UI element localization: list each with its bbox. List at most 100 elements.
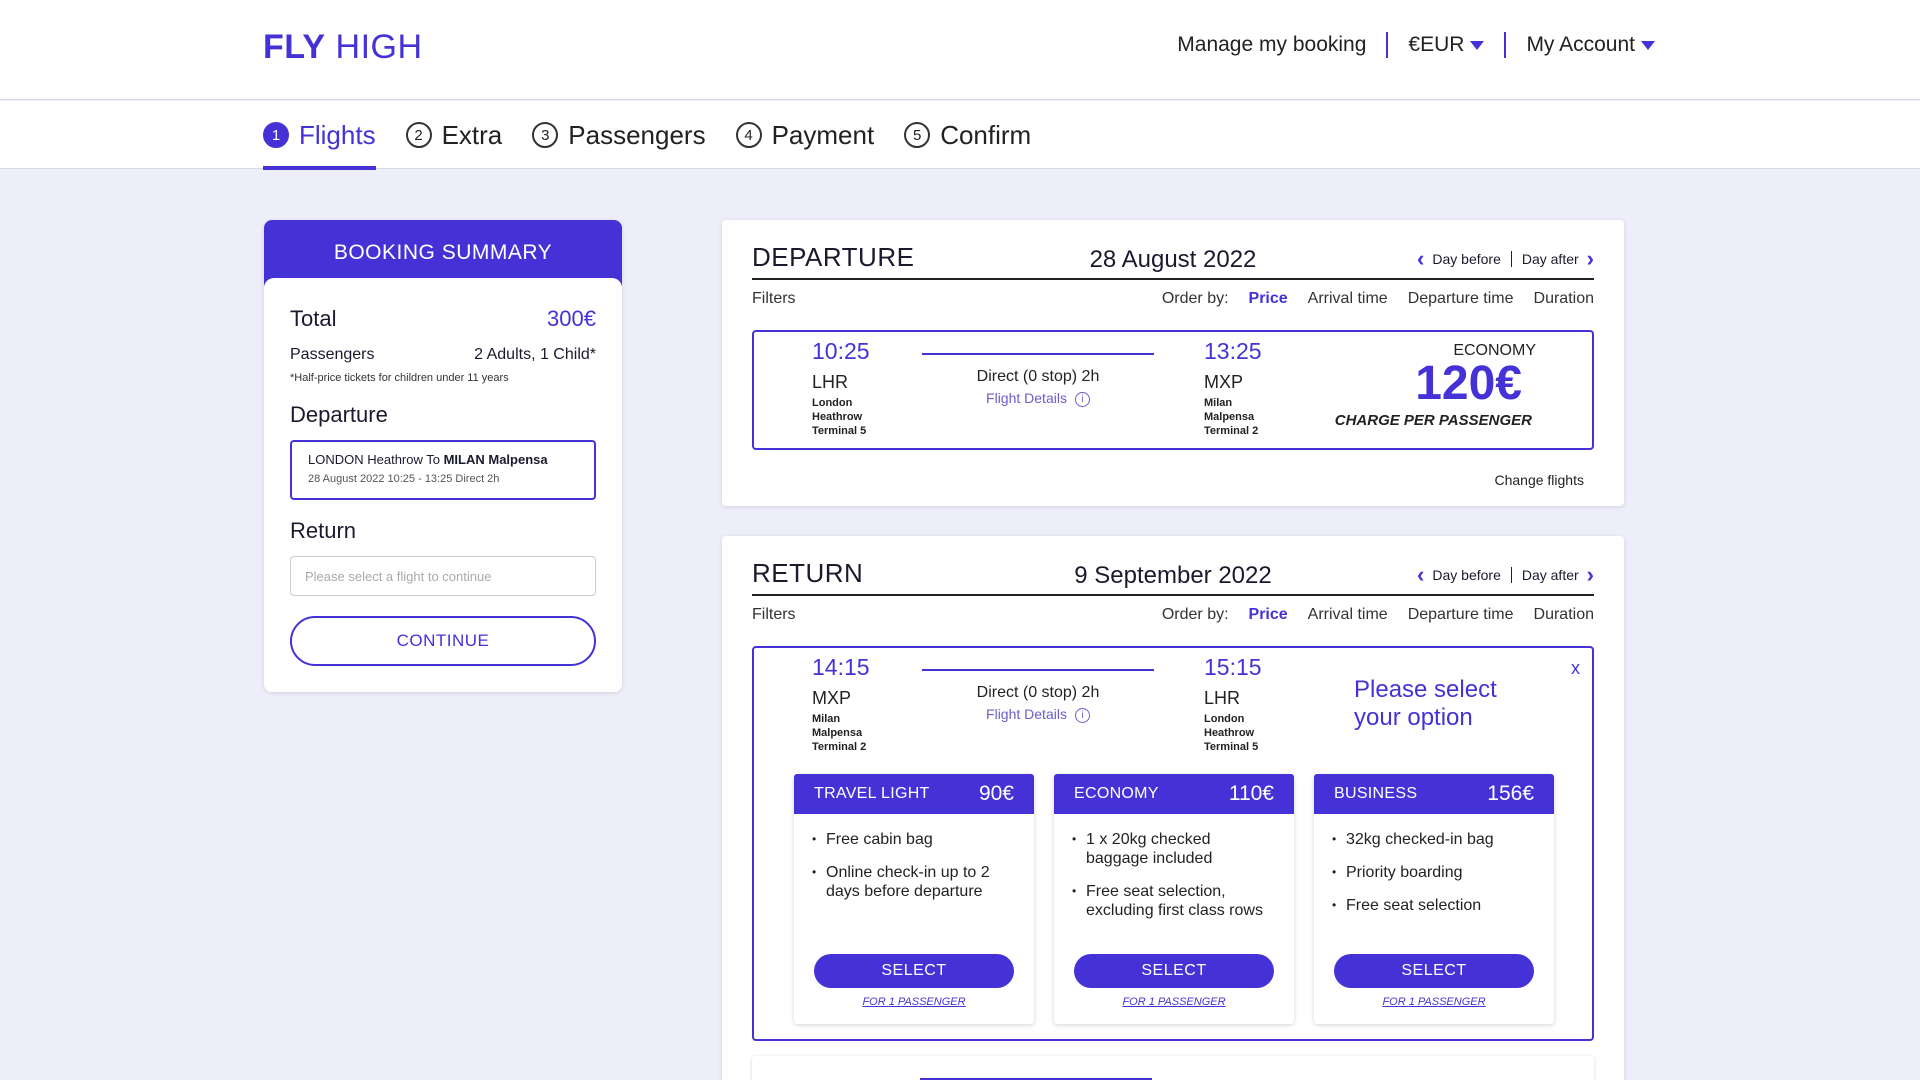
city-line: Malpensa bbox=[1204, 411, 1255, 423]
passengers-label: Passengers bbox=[290, 346, 375, 363]
fare-price: 156€ bbox=[1487, 782, 1534, 805]
step-passengers[interactable]: 3 Passengers bbox=[532, 101, 706, 169]
logo[interactable]: FLY HIGH bbox=[263, 28, 423, 67]
chevron-left-icon[interactable]: ‹ bbox=[1417, 246, 1425, 271]
sort-departure-time[interactable]: Departure time bbox=[1407, 606, 1514, 623]
fare-for-passenger-link[interactable]: FOR 1 PASSENGER bbox=[1122, 996, 1226, 1008]
departure-section-title: Departure bbox=[290, 402, 388, 427]
change-flights-link[interactable]: Change flights bbox=[1494, 472, 1584, 488]
account-dropdown[interactable]: My Account bbox=[1526, 33, 1655, 57]
select-option-prompt: Please select your option bbox=[1354, 676, 1497, 732]
return-date: 9 September 2022 bbox=[1074, 562, 1272, 589]
fare-price: 90€ bbox=[978, 782, 1014, 805]
booking-summary: BOOKING SUMMARY Total 300€ Passengers 2 … bbox=[264, 220, 622, 692]
manage-booking-link[interactable]: Manage my booking bbox=[1177, 33, 1367, 56]
step-label: Confirm bbox=[940, 119, 1032, 150]
select-business-button[interactable]: SELECT bbox=[1334, 954, 1534, 988]
sort-arrival-time[interactable]: Arrival time bbox=[1307, 606, 1388, 623]
day-before-link[interactable]: Day before bbox=[1432, 251, 1501, 267]
currency-dropdown[interactable]: €EUR bbox=[1408, 33, 1485, 57]
fare-feature: Free seat selection, excluding first cla… bbox=[1072, 882, 1276, 920]
city-line: Malpensa bbox=[812, 727, 863, 739]
city-line: Terminal 2 bbox=[812, 741, 867, 753]
step-payment[interactable]: 4 Payment bbox=[735, 101, 875, 169]
sort-departure-time[interactable]: Departure time bbox=[1407, 290, 1514, 307]
fare-for-passenger-link[interactable]: FOR 1 PASSENGER bbox=[862, 996, 966, 1008]
city-line: London bbox=[812, 397, 853, 409]
fare-class-label: ECONOMY bbox=[1453, 342, 1536, 359]
day-before-link[interactable]: Day before bbox=[1432, 567, 1501, 583]
prompt-line: Please select bbox=[1354, 676, 1497, 703]
fare-for-passenger-link[interactable]: FOR 1 PASSENGER bbox=[1382, 996, 1486, 1008]
filters-link[interactable]: Filters bbox=[752, 606, 796, 623]
route-line bbox=[922, 353, 1154, 355]
fare-card-business: BUSINESS 156€ 32kg checked-in bag Priori… bbox=[1314, 774, 1554, 1024]
sort-arrival-time[interactable]: Arrival time bbox=[1307, 290, 1388, 307]
fare-feature: Free seat selection bbox=[1332, 896, 1536, 915]
direct-info: Direct (0 stop) 2h bbox=[976, 684, 1100, 701]
day-after-link[interactable]: Day after bbox=[1521, 251, 1579, 267]
logo-bold: FLY bbox=[263, 28, 326, 66]
select-travel-light-button[interactable]: SELECT bbox=[814, 954, 1014, 988]
city-line: Heathrow bbox=[1204, 727, 1255, 739]
step-extra[interactable]: 2 Extra bbox=[405, 101, 502, 169]
fare-price: 110€ bbox=[1228, 782, 1274, 805]
step-flights[interactable]: 1 Flights bbox=[263, 101, 376, 170]
order-by-label: Order by: bbox=[1161, 290, 1229, 307]
total-value: 300€ bbox=[547, 306, 596, 331]
step-label: Payment bbox=[771, 119, 875, 150]
passengers-value: 2 Adults, 1 Child* bbox=[474, 346, 596, 363]
flight-details-link[interactable]: Flight Details i bbox=[922, 390, 1154, 407]
departure-panel: DEPARTURE 28 August 2022 ‹ Day before Da… bbox=[722, 220, 1624, 506]
day-nav-divider bbox=[1510, 251, 1512, 267]
sort-price[interactable]: Price bbox=[1248, 290, 1288, 307]
child-price-note: *Half-price tickets for children under 1… bbox=[290, 372, 509, 384]
step-number: 4 bbox=[735, 122, 762, 148]
chevron-right-icon[interactable]: › bbox=[1586, 562, 1594, 587]
route-from: LONDON Heathrow To bbox=[308, 452, 444, 467]
select-economy-button[interactable]: SELECT bbox=[1074, 954, 1274, 988]
city-line: Milan bbox=[1204, 397, 1233, 409]
chevron-left-icon[interactable]: ‹ bbox=[1417, 562, 1425, 587]
details-label: Flight Details bbox=[986, 390, 1067, 406]
selected-departure-box[interactable]: LONDON Heathrow To MILAN Malpensa 28 Aug… bbox=[290, 440, 596, 500]
step-number: 2 bbox=[405, 122, 432, 148]
fare-feature: 32kg checked-in bag bbox=[1332, 830, 1536, 849]
next-flight-card[interactable] bbox=[752, 1056, 1594, 1080]
dep-airport-code: LHR bbox=[812, 372, 849, 392]
sort-duration[interactable]: Duration bbox=[1533, 606, 1594, 623]
close-icon[interactable]: x bbox=[1571, 658, 1580, 678]
return-flight-card: 14:15 MXP Milan Malpensa Terminal 2 Dire… bbox=[752, 646, 1594, 1041]
city-line: Milan bbox=[812, 713, 841, 725]
fare-name: TRAVEL LIGHT bbox=[814, 785, 930, 802]
continue-button[interactable]: CONTINUE bbox=[290, 616, 596, 666]
route-to: MILAN Malpensa bbox=[443, 452, 548, 467]
dep-time: 14:15 bbox=[812, 654, 870, 680]
arr-airport-city: Milan Malpensa Terminal 2 bbox=[1204, 396, 1258, 438]
step-label: Passengers bbox=[568, 119, 706, 150]
sort-price[interactable]: Price bbox=[1248, 606, 1288, 623]
day-navigation: ‹ Day before Day after › bbox=[1417, 248, 1594, 270]
filters-link[interactable]: Filters bbox=[752, 290, 796, 307]
route-line bbox=[922, 669, 1154, 671]
prompt-line: your option bbox=[1354, 704, 1473, 731]
nav-divider bbox=[1504, 32, 1507, 58]
city-line: Terminal 5 bbox=[1204, 741, 1259, 753]
sort-duration[interactable]: Duration bbox=[1533, 290, 1594, 307]
step-label: Flights bbox=[299, 119, 376, 150]
summary-title: BOOKING SUMMARY bbox=[264, 220, 622, 286]
arr-airport-city: London Heathrow Terminal 5 bbox=[1204, 712, 1258, 754]
day-after-link[interactable]: Day after bbox=[1521, 567, 1579, 583]
fare-feature: Priority boarding bbox=[1332, 863, 1536, 882]
flight-details-link[interactable]: Flight Details i bbox=[922, 706, 1154, 723]
fare-card-travel-light: TRAVEL LIGHT 90€ Free cabin bag Online c… bbox=[794, 774, 1034, 1024]
chevron-right-icon[interactable]: › bbox=[1586, 246, 1594, 271]
step-confirm[interactable]: 5 Confirm bbox=[904, 101, 1031, 169]
caret-down-icon bbox=[1470, 40, 1485, 50]
return-placeholder-field[interactable]: Please select a flight to continue bbox=[290, 556, 596, 596]
return-section-title: Return bbox=[290, 518, 357, 543]
departure-date: 28 August 2022 bbox=[1089, 246, 1257, 273]
departure-meta: 28 August 2022 10:25 - 13:25 Direct 2h bbox=[308, 473, 500, 485]
departure-flight-card[interactable]: 10:25 LHR London Heathrow Terminal 5 Dir… bbox=[752, 330, 1594, 450]
city-line: Heathrow bbox=[812, 411, 863, 423]
